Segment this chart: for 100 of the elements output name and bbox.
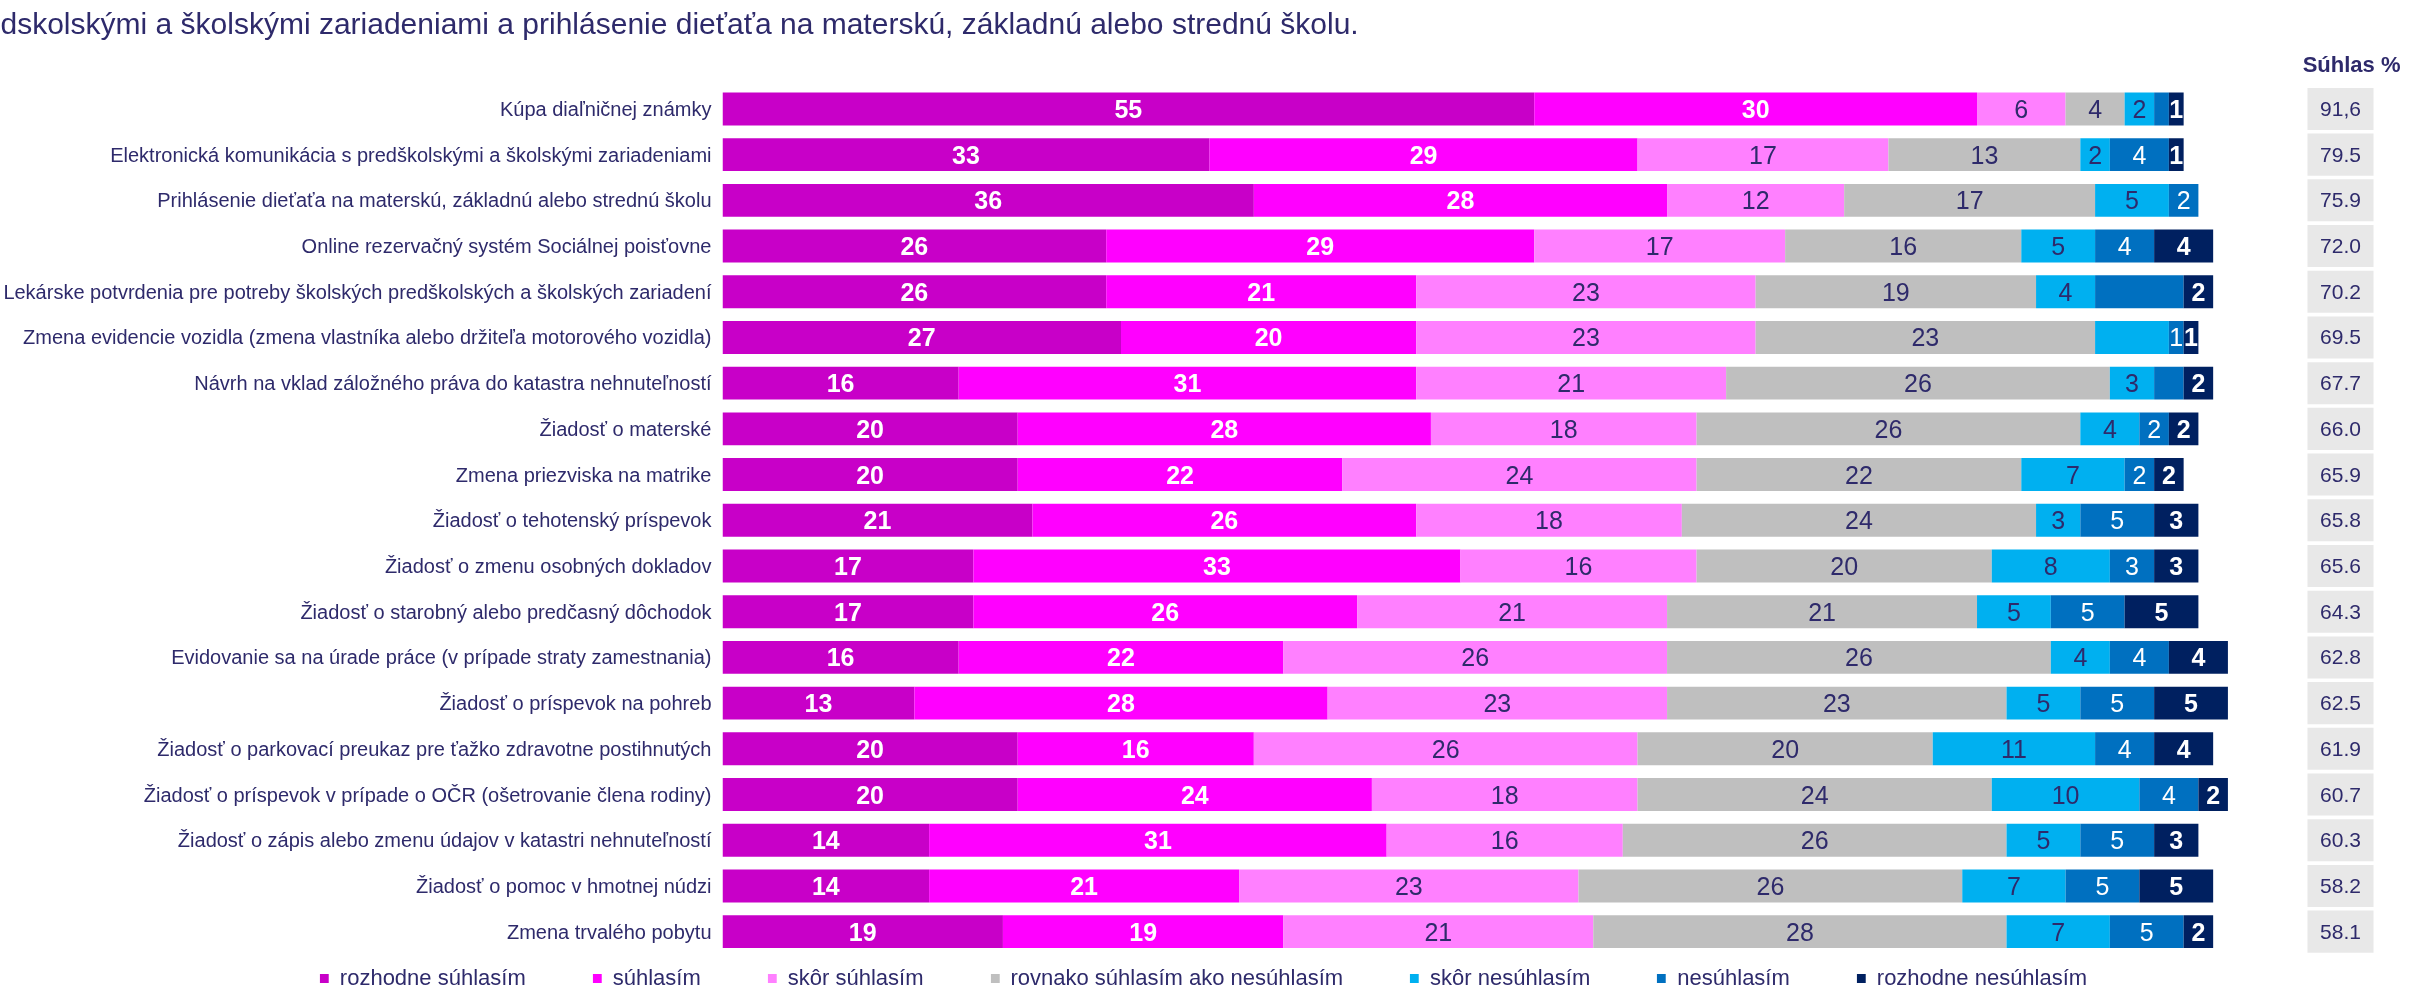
bar [1667, 183, 1845, 217]
data-label: 2 [2161, 460, 2176, 489]
text: 58.2 [2320, 873, 2361, 897]
bar [1696, 549, 1992, 583]
legend-label: skôr nesúhlasím [1430, 965, 1591, 991]
text: 65.9 [2320, 462, 2361, 486]
bar [1962, 869, 2066, 903]
data-label: 29 [1306, 232, 1335, 261]
y-tick-label: Žiadosť o starobný alebo predčasný dôchodok [300, 600, 713, 623]
data-label: 19 [1129, 917, 1158, 946]
bar [722, 275, 1107, 309]
data-label: 2 [2191, 277, 2206, 306]
data-label: 5 [2051, 232, 2066, 261]
bar [2006, 686, 2081, 720]
bar [1755, 321, 2096, 354]
bar [1593, 915, 2007, 949]
bar [1283, 915, 1594, 949]
data-label: 1 [2169, 94, 2184, 123]
data-label: 23 [1822, 689, 1851, 718]
bar [1977, 92, 2066, 126]
data-label: 26 [1151, 597, 1180, 626]
bar [722, 778, 1018, 811]
data-label: 4 [2102, 414, 2117, 443]
bar [1253, 183, 1668, 217]
bar [2050, 640, 2110, 674]
data-label: 4 [2132, 140, 2147, 169]
bar [973, 595, 1358, 629]
legend-label: rovnako súhlasím ako nesúhlasím [1010, 965, 1344, 991]
y-tick-label: Žiadosť o príspevok v prípade o OČR (ošetrovanie člena rodiny) [143, 783, 712, 806]
legend-label: nesúhlasím [1677, 965, 1790, 991]
data-label: 16 [1490, 826, 1519, 855]
bar [1578, 869, 1963, 903]
bar [1696, 458, 2022, 492]
bar [1416, 321, 1756, 354]
data-label: 7 [2006, 871, 2021, 900]
legend-label: rozhodne nesúhlasím [1876, 965, 2088, 991]
data-label: 23 [1394, 871, 1423, 900]
data-label: 2 [2132, 94, 2147, 123]
text: Súhlas % [2302, 51, 2401, 77]
data-label: 29 [1409, 140, 1438, 169]
text: 61.9 [2320, 736, 2361, 760]
text: 70.2 [2320, 279, 2361, 303]
data-label: 12 [1741, 186, 1770, 215]
text: 75.9 [2320, 188, 2361, 212]
data-label: 21 [1424, 917, 1453, 946]
bar [2080, 823, 2155, 857]
data-label: 5 [2110, 689, 2125, 718]
data-label: 5 [2110, 826, 2125, 855]
bar [722, 869, 930, 903]
data-label: 5 [2110, 506, 2125, 535]
bar [2080, 686, 2155, 720]
data-label: 5 [2095, 871, 2110, 900]
data-label: 26 [1210, 506, 1239, 535]
data-label: 22 [1107, 643, 1135, 672]
data-label: 31 [1173, 369, 1202, 398]
data-label: 20 [856, 414, 884, 443]
data-label: 28 [1107, 689, 1135, 718]
data-label: 4 [2132, 643, 2147, 672]
bar [1416, 503, 1682, 537]
data-label: 4 [2161, 780, 2176, 809]
data-label: 2 [2088, 140, 2103, 169]
y-tick-label: Žiadosť o materské [539, 417, 712, 440]
bar [2095, 183, 2169, 217]
data-label: 26 [1800, 826, 1829, 855]
data-label: 3 [2125, 369, 2139, 398]
data-label: 2 [2132, 460, 2147, 489]
bar [2050, 595, 2125, 629]
bar [1991, 549, 2110, 583]
data-label: 55 [1114, 94, 1143, 123]
data-label: 17 [1645, 232, 1674, 261]
bar [722, 732, 1018, 766]
text: 67.7 [2320, 371, 2361, 395]
bar [2021, 229, 2096, 263]
legend-label: súhlasím [612, 965, 701, 991]
bar [1726, 366, 2110, 400]
bar [2080, 138, 2110, 172]
bar [2124, 595, 2199, 629]
data-label: 4 [2176, 232, 2191, 261]
bar [1283, 640, 1668, 674]
data-label: 16 [826, 369, 855, 398]
bar [722, 183, 1254, 217]
text: 65.8 [2320, 508, 2361, 532]
data-label: 6 [2014, 94, 2029, 123]
data-label: 3 [2169, 826, 2184, 855]
bar [1637, 138, 1889, 172]
bar [1327, 686, 1668, 720]
data-label: 28 [1210, 414, 1239, 443]
data-label: 28 [1786, 917, 1814, 946]
bar [1209, 138, 1638, 172]
text: 60.3 [2320, 828, 2361, 852]
data-label: 17 [1955, 186, 1984, 215]
bar [1460, 549, 1697, 583]
bar [1637, 732, 1933, 766]
data-label: 26 [1845, 643, 1873, 672]
bar [1534, 92, 1978, 126]
data-label: 19 [848, 917, 877, 946]
data-label: 17 [834, 597, 862, 626]
bar [1106, 229, 1535, 263]
data-label: 4 [2058, 277, 2073, 306]
y-tick-label: Lekárske potvrdenia pre potreby školských predškolských a školských zariadení [3, 280, 712, 303]
